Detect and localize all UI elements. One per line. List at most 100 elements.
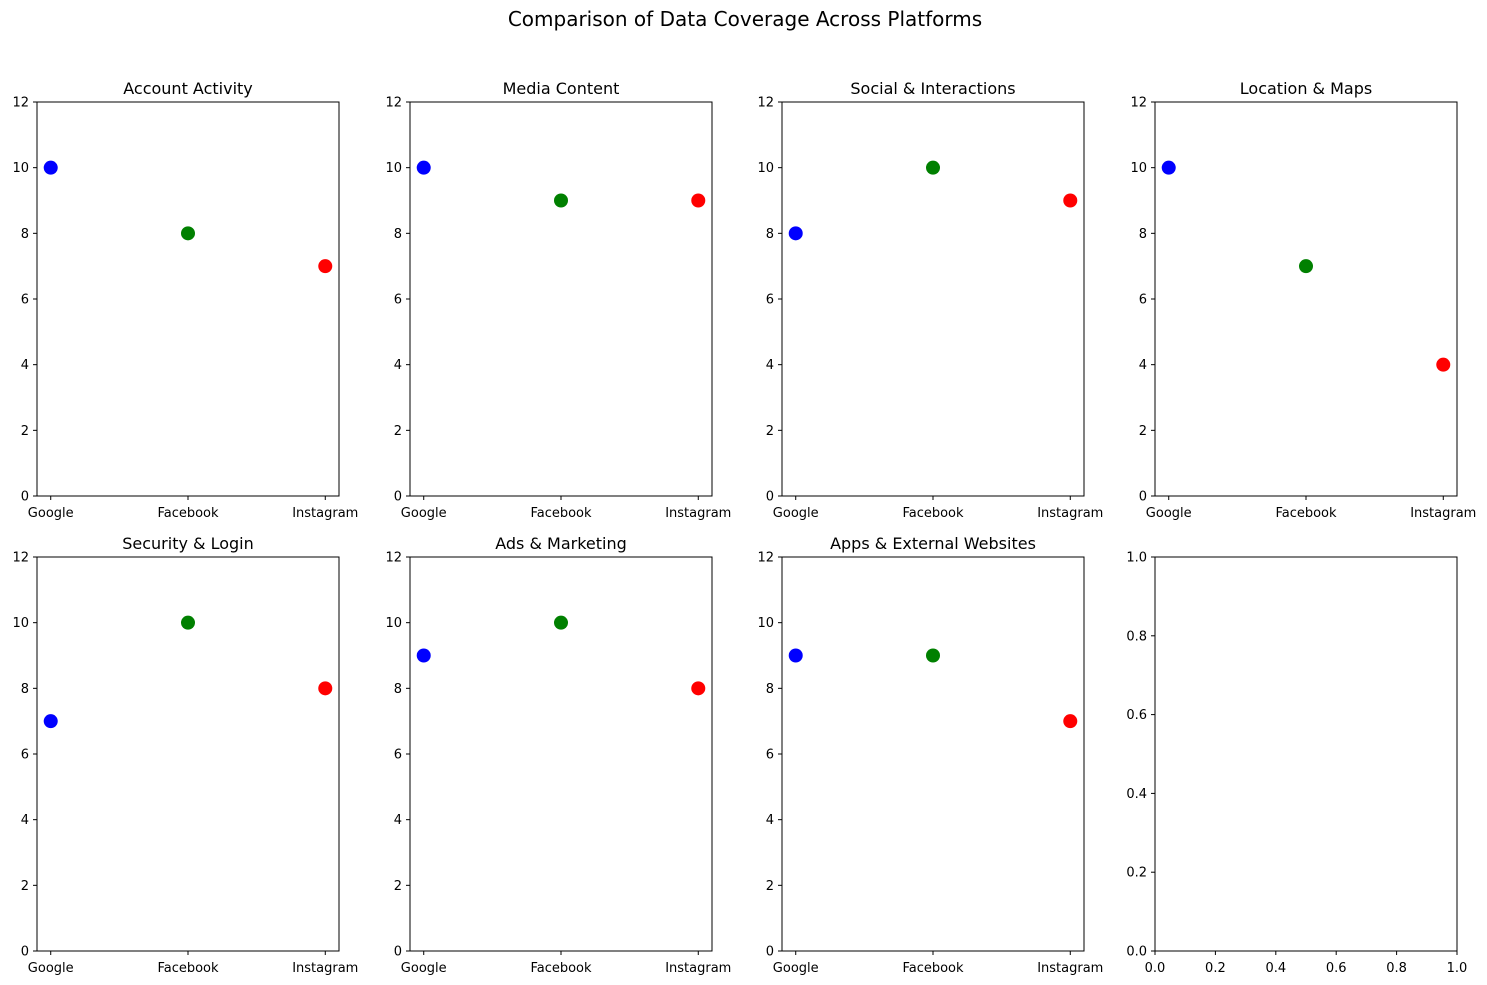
y-tick-label: 0.2 [1126, 866, 1147, 881]
point-instagram [1063, 193, 1078, 208]
point-facebook [181, 226, 195, 241]
y-tick-label: 4 [1139, 358, 1147, 373]
y-tick-label: 6 [394, 748, 402, 763]
point-facebook [181, 615, 195, 630]
y-tick-label: 8 [21, 682, 29, 697]
point-google [1161, 160, 1176, 175]
y-tick-label: 4 [21, 813, 29, 828]
y-tick-label: 0 [766, 490, 774, 505]
x-tick-label: Instagram [665, 961, 731, 976]
subplot-1: 0 2 4 6 8 10 12 Google Facebook Instagram Account … [12, 79, 358, 521]
axes-frame [36, 101, 340, 497]
point-facebook [926, 648, 940, 663]
subplot-5: 0 2 4 6 8 10 12 Google Facebook Instagram Security… [12, 534, 358, 976]
y-tick-label: 12 [1130, 96, 1147, 111]
y-tick-label: 0.8 [1126, 629, 1147, 644]
y-tick-label: 0 [21, 945, 29, 960]
axes-frame [1154, 556, 1458, 952]
y-tick-label: 0 [394, 490, 402, 505]
point-instagram [1063, 714, 1078, 729]
x-tick-label: Google [401, 506, 447, 521]
point-google [43, 160, 58, 175]
x-tick-label: 0.8 [1386, 961, 1407, 976]
y-tick-label: 8 [21, 227, 29, 242]
axes-frame [409, 101, 713, 497]
y-tick-label: 6 [766, 748, 774, 763]
point-instagram [318, 681, 333, 696]
y-tick-label: 2 [394, 424, 402, 439]
subplot-3: 0 2 4 6 8 10 12 Google Facebook Instagram Social &… [757, 79, 1103, 521]
subplot-7: 0 2 4 6 8 10 12 Google Facebook Instagram Apps & E… [757, 534, 1103, 976]
x-tick-label: Google [773, 506, 819, 521]
y-tick-label: 1.0 [1126, 551, 1147, 566]
subplot-title: Social & Interactions [850, 79, 1015, 98]
y-tick-label: 6 [1139, 293, 1147, 308]
y-tick-label: 4 [766, 358, 774, 373]
y-tick-label: 12 [385, 551, 402, 566]
axes-frame [409, 556, 713, 952]
y-tick-label: 12 [12, 96, 29, 111]
subplot-title: Apps & External Websites [830, 534, 1036, 553]
x-tick-label: Facebook [530, 506, 592, 521]
y-tick-label: 8 [766, 227, 774, 242]
y-tick-label: 4 [394, 358, 402, 373]
subplot-6: 0 2 4 6 8 10 12 Google Facebook Instagram Ads & Ma… [385, 534, 731, 976]
x-tick-label: Facebook [902, 506, 964, 521]
subplot-title: Media Content [503, 79, 620, 98]
y-tick-label: 2 [21, 424, 29, 439]
point-facebook [554, 615, 568, 630]
subplot-2: 0 2 4 6 8 10 12 Google Facebook Instagram Media Co… [385, 79, 731, 521]
x-tick-label: 1.0 [1447, 961, 1468, 976]
axes-frame [36, 556, 340, 952]
point-instagram [691, 681, 706, 696]
subplot-title: Account Activity [123, 79, 253, 98]
x-tick-label: 0.0 [1145, 961, 1166, 976]
y-tick-label: 6 [394, 293, 402, 308]
y-tick-label: 0 [766, 945, 774, 960]
y-tick-label: 10 [12, 161, 29, 176]
point-instagram [318, 259, 333, 274]
y-tick-label: 6 [766, 293, 774, 308]
y-tick-label: 10 [385, 616, 402, 631]
x-tick-label: Facebook [157, 506, 219, 521]
subplot-4: 0 2 4 6 8 10 12 Google Facebook Instagram Location… [1130, 79, 1476, 521]
y-tick-label: 10 [1130, 161, 1147, 176]
subplot-8: 0.0 0.2 0.4 0.6 0.8 1.0 0.0 0.2 0.4 0.6 0.8 1.0 [1126, 551, 1467, 977]
y-tick-label: 12 [757, 551, 774, 566]
y-tick-label: 0.0 [1126, 945, 1147, 960]
point-google [416, 160, 431, 175]
y-tick-label: 4 [21, 358, 29, 373]
x-tick-label: 0.4 [1265, 961, 1286, 976]
y-tick-label: 8 [394, 682, 402, 697]
y-tick-label: 10 [12, 616, 29, 631]
y-tick-label: 0 [1139, 490, 1147, 505]
y-tick-label: 12 [12, 551, 29, 566]
point-facebook [1299, 259, 1313, 274]
x-tick-label: Instagram [292, 961, 358, 976]
axes-frame [781, 101, 1085, 497]
y-tick-label: 6 [21, 748, 29, 763]
y-tick-label: 2 [766, 879, 774, 894]
y-tick-label: 0 [394, 945, 402, 960]
point-facebook [554, 193, 568, 208]
y-tick-label: 8 [766, 682, 774, 697]
y-tick-label: 10 [385, 161, 402, 176]
point-google [416, 648, 431, 663]
x-tick-label: Google [28, 506, 74, 521]
point-instagram [691, 193, 706, 208]
point-google [43, 714, 58, 729]
x-tick-label: Facebook [530, 961, 592, 976]
y-tick-label: 12 [385, 96, 402, 111]
x-tick-label: Google [401, 961, 447, 976]
x-tick-label: 0.2 [1205, 961, 1226, 976]
y-tick-label: 2 [1139, 424, 1147, 439]
axes-frame [1154, 101, 1458, 497]
y-tick-label: 0.4 [1126, 787, 1147, 802]
x-tick-label: Instagram [665, 506, 731, 521]
x-tick-label: Facebook [157, 961, 219, 976]
subplot-title: Security & Login [122, 534, 254, 553]
x-tick-label: 0.6 [1326, 961, 1347, 976]
y-tick-label: 10 [757, 616, 774, 631]
subplot-title: Location & Maps [1240, 79, 1372, 98]
y-tick-label: 12 [757, 96, 774, 111]
